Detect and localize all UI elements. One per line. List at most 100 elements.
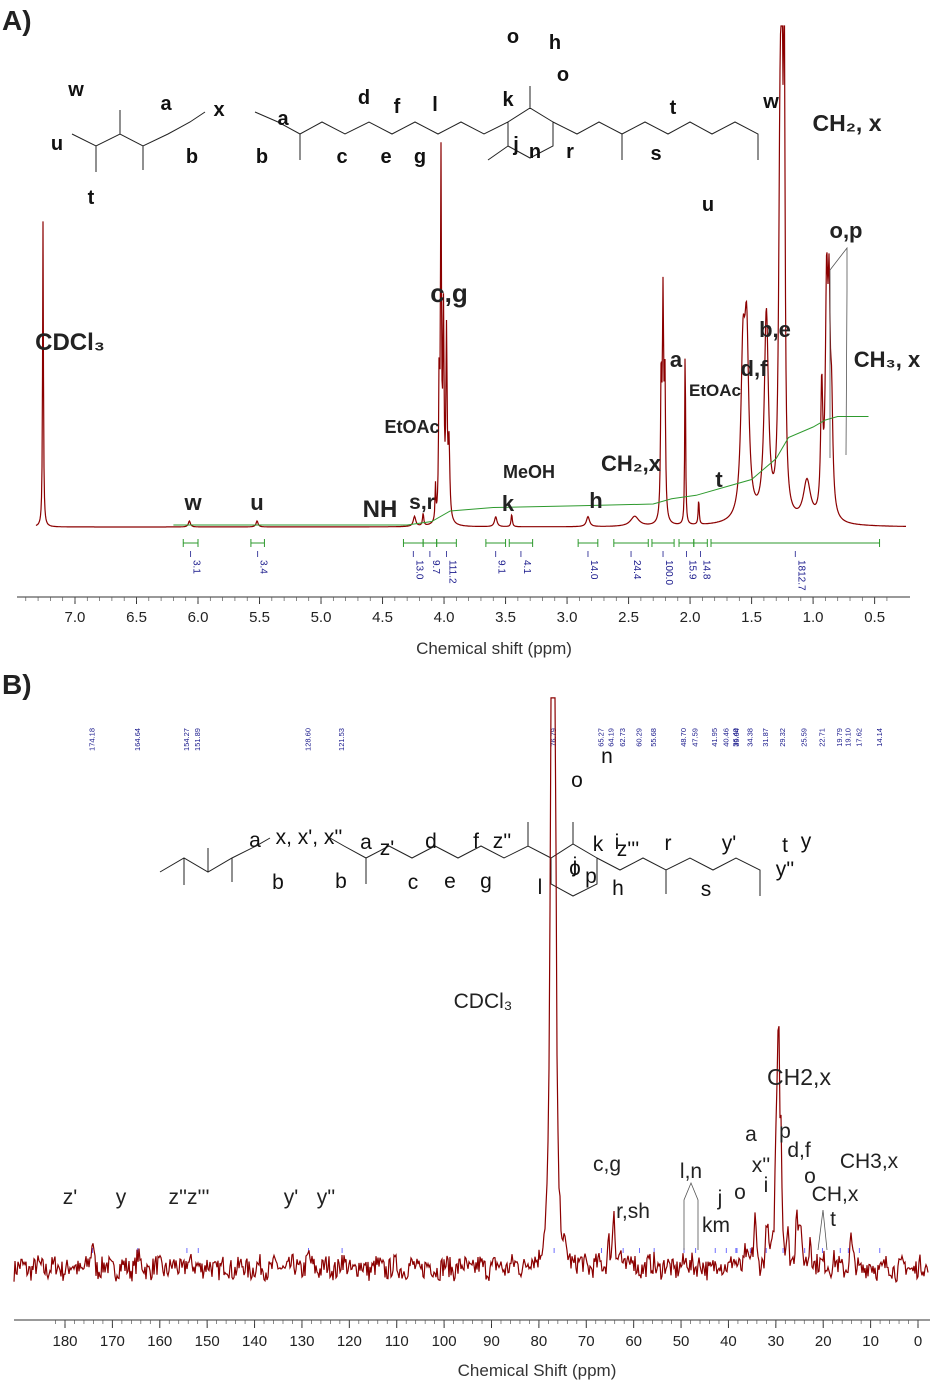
panel-b-peak-label: km bbox=[702, 1214, 730, 1237]
panel-a-spectrum-line bbox=[35, 25, 906, 528]
panel-a-tick-label: 1.5 bbox=[741, 609, 762, 626]
structure-b-label: x, x', x'' bbox=[276, 826, 343, 849]
structure-a-label: a bbox=[277, 108, 289, 130]
panel-b-shift-value: 19.10 bbox=[843, 728, 852, 747]
structure-b-label: b bbox=[335, 870, 347, 893]
panel-a-peak-label: w bbox=[183, 490, 202, 515]
panel-b-shift-value: 40.46 bbox=[721, 728, 730, 747]
panel-b-peak-label: CH,x bbox=[812, 1183, 859, 1206]
structure-b-label: y' bbox=[722, 832, 737, 855]
panel-b-shift-value: 128.60 bbox=[304, 728, 313, 751]
panel-b-shift-value: 121.53 bbox=[337, 728, 346, 751]
panel-a-peak-label: MeOH bbox=[503, 462, 555, 482]
panel-a-peak-label: c,g bbox=[430, 278, 468, 308]
structure-b-label: i bbox=[615, 831, 620, 854]
panel-b-shift-value: 60.29 bbox=[634, 728, 643, 747]
panel-a-integral-value: 14.8 bbox=[701, 560, 712, 580]
panel-a-integral-value: 9.1 bbox=[496, 560, 507, 574]
panel-b-shift-value: 25.59 bbox=[800, 728, 809, 747]
panel-b-peak-label: j bbox=[717, 1187, 723, 1210]
structure-b-label: r bbox=[665, 832, 672, 855]
panel-b-peak-label: CDCl₃ bbox=[454, 990, 513, 1013]
structure-b-label: z'' bbox=[493, 830, 512, 853]
panel-b-shift-value: 65.27 bbox=[596, 728, 605, 747]
structure-a-label: r bbox=[566, 141, 574, 163]
structure-b-bonds bbox=[159, 822, 761, 897]
panel-a-tick-label: 2.5 bbox=[618, 609, 639, 626]
panel-a-x-axis: 7.0 6.5 6.0 5.5 5.0 4.5 4.0 3.5 3.0 2.5 2.0 1.5 1.0 0… bbox=[17, 596, 910, 626]
structure-a-label: t bbox=[670, 97, 677, 119]
panel-b-x-axis-label: Chemical Shift (ppm) bbox=[458, 1361, 617, 1380]
structure-a-label: a bbox=[160, 93, 172, 115]
panel-a-integral-value: 1812.7 bbox=[795, 560, 806, 591]
panel-b-tick-label: 60 bbox=[625, 1333, 642, 1350]
panel-b-peak-label: r,sh bbox=[616, 1200, 650, 1223]
panel-b-shift-value: 29.32 bbox=[778, 728, 787, 747]
panel-b-tick-label: 110 bbox=[385, 1333, 409, 1350]
structure-a-label: e bbox=[380, 146, 391, 168]
panel-b-peak-labels: z' y z''z''' y' y''CDCl₃c,gr,shl,njkmoax''iC… bbox=[63, 990, 899, 1251]
structure-b-label: j bbox=[572, 854, 578, 877]
panel-b-tick-label: 140 bbox=[242, 1333, 267, 1350]
panel-b-peak-label: CH2,x bbox=[767, 1064, 831, 1090]
panel-b-peak-label: z' bbox=[63, 1186, 78, 1209]
structure-b-label: z''' bbox=[617, 838, 640, 861]
structure-a-label: b bbox=[186, 146, 198, 168]
panel-a-integral-value: 4.1 bbox=[521, 560, 532, 574]
structure-a-label: n bbox=[529, 141, 541, 163]
panel-a-tick-label: 6.5 bbox=[126, 609, 147, 626]
panel-b-tick-label: 30 bbox=[767, 1333, 784, 1350]
panel-a-integrals bbox=[182, 539, 881, 547]
panel-b-shift-value: 14.14 bbox=[875, 728, 884, 747]
panel-b-peak-label: p bbox=[779, 1120, 791, 1143]
panel-a-integral-value: 24.4 bbox=[631, 560, 642, 580]
structure-b-label: t bbox=[782, 834, 788, 857]
panel-a-x-axis-label: Chemical shift (ppm) bbox=[416, 639, 572, 658]
panel-a-tick-label: 0.5 bbox=[864, 609, 885, 626]
structure-a-label: s bbox=[650, 143, 661, 165]
panel-b-label: B) bbox=[2, 669, 32, 700]
structure-a-label: o bbox=[507, 26, 519, 48]
structure-a-label: c bbox=[336, 146, 347, 168]
panel-b-peak-label: t bbox=[830, 1208, 836, 1231]
panel-a-integral-value: 3.1 bbox=[191, 560, 202, 574]
structure-b-label: k bbox=[593, 833, 604, 856]
panel-a-peak-labels: CDCl₃ w u NH s,r EtOAc c,g k MeOH h CH₂,x a EtOAc t d,… bbox=[35, 110, 921, 523]
panel-b-shift-labels: 174.18 164.64 154.27 151.89 128.60 121.53 76.7… bbox=[88, 728, 884, 1253]
panel-b-tick-label: 150 bbox=[195, 1333, 220, 1350]
panel-b-peak-label: z''z''' bbox=[168, 1186, 209, 1209]
panel-b-peak-label: y'' bbox=[317, 1186, 336, 1209]
panel-a-tick-label: 3.5 bbox=[495, 609, 516, 626]
panel-a-peak-label: EtOAc bbox=[384, 417, 439, 437]
panel-a-integral-value: 13.0 bbox=[413, 560, 424, 580]
structure-b-label: a bbox=[360, 831, 372, 854]
panel-a-peak-label: u bbox=[250, 490, 263, 515]
panel-b-13c-nmr: B) 174.18 164.64 154.27 151.89 128.60 121.53 7… bbox=[2, 669, 930, 1380]
panel-b-tick-label: 20 bbox=[815, 1333, 832, 1350]
panel-b-shift-value: 34.38 bbox=[745, 728, 754, 747]
panel-b-pointer bbox=[817, 1209, 828, 1251]
panel-b-shift-value: 64.19 bbox=[606, 728, 615, 747]
panel-b-shift-value: 151.89 bbox=[193, 728, 202, 751]
panel-a-tick-label: 5.5 bbox=[249, 609, 270, 626]
structure-b-label: p bbox=[585, 865, 597, 888]
panel-a-integral-value: 3.4 bbox=[258, 560, 269, 574]
panel-b-peak-label: x'' bbox=[752, 1154, 771, 1177]
panel-a-peak-label: b,e bbox=[759, 317, 791, 342]
structure-b-label: b bbox=[272, 871, 284, 894]
panel-a-peak-label: CDCl₃ bbox=[35, 329, 105, 356]
panel-b-shift-value: 22.71 bbox=[817, 728, 826, 747]
panel-b-tick-label: 10 bbox=[862, 1333, 879, 1350]
structure-b-label: y bbox=[801, 830, 812, 853]
panel-a-peak-label: o,p bbox=[830, 218, 863, 243]
panel-b-tick-label: 130 bbox=[289, 1333, 314, 1350]
structure-b-label: l bbox=[538, 876, 543, 899]
structure-b-label: h bbox=[612, 877, 624, 900]
panel-b-peak-label: y' bbox=[284, 1186, 299, 1209]
panel-a-peak-label: EtOAc bbox=[689, 381, 741, 400]
structure-b-label: o bbox=[571, 769, 583, 792]
panel-a-peak-label: NH bbox=[363, 496, 398, 523]
panel-b-pointer bbox=[683, 1181, 699, 1250]
